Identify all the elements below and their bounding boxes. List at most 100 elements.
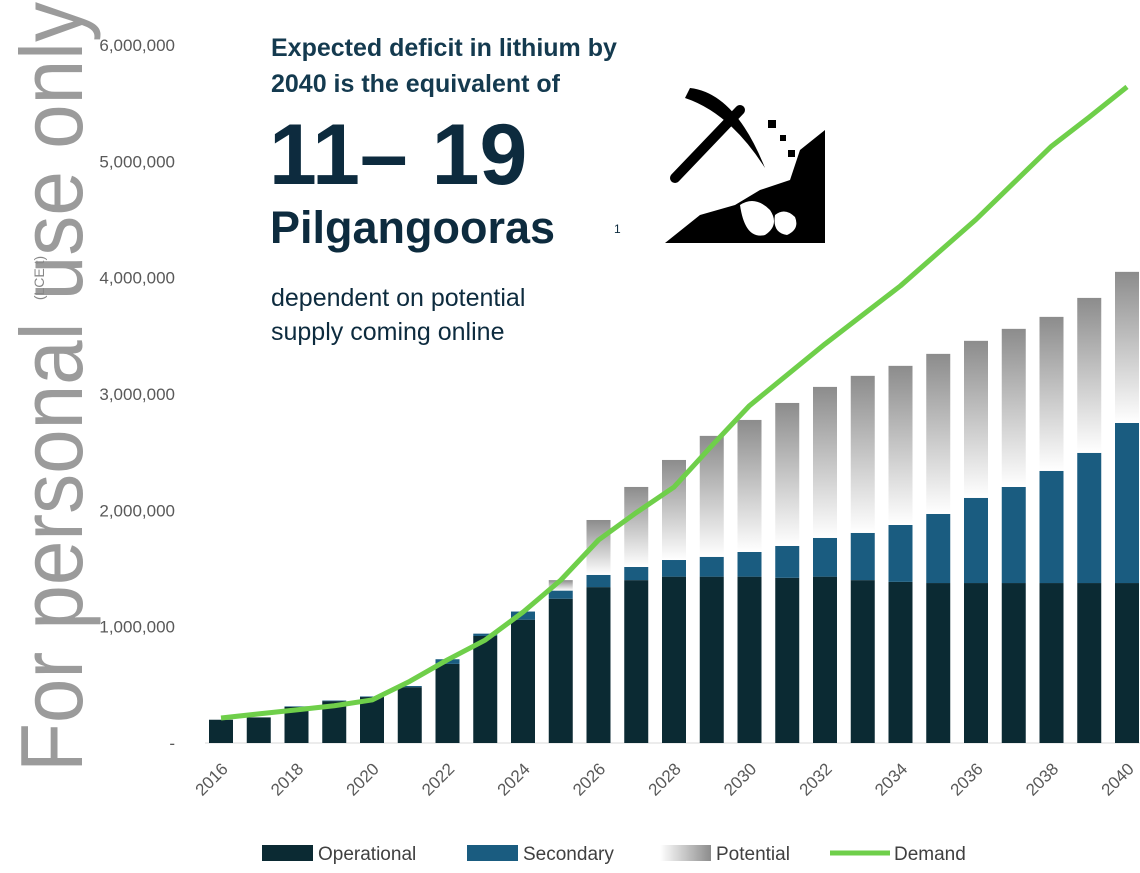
bar-segment: [1077, 452, 1102, 584]
bar-segment: [737, 576, 762, 743]
bar-segment: [435, 663, 460, 743]
annotation-text: supply coming online: [271, 318, 504, 346]
bar-segment: [1115, 271, 1139, 423]
bar-segment: [737, 551, 762, 577]
bar-segment: [888, 581, 913, 743]
bar-segment: [1115, 422, 1139, 584]
bar-segment: [850, 375, 875, 533]
annotation: Expected deficit in lithium by 2040 is t…: [269, 34, 621, 346]
bar-segment: [1001, 583, 1026, 743]
bar-segment: [548, 598, 573, 743]
annotation-big: 11– 19: [269, 107, 527, 203]
bar-segment: [850, 580, 875, 743]
bar-segment: [397, 685, 422, 688]
bar-segment: [360, 697, 384, 743]
pick-head: [685, 88, 765, 168]
bar-segment: [662, 576, 686, 743]
x-tick-label: 2018: [267, 759, 307, 799]
legend-label: Demand: [894, 844, 966, 865]
bar-segment: [699, 556, 724, 577]
x-tick-label: 2040: [1098, 759, 1138, 799]
y-tick-label: 4,000,000: [99, 269, 175, 288]
bar-segment: [624, 580, 649, 743]
debris: [780, 135, 786, 141]
rock: [665, 130, 825, 243]
bar-segment: [473, 635, 498, 743]
bar-segment: [624, 566, 649, 581]
bar-segment: [1115, 583, 1139, 743]
y-tick-label: 6,000,000: [99, 36, 175, 55]
bar-segment: [586, 574, 611, 588]
legend-label: Secondary: [523, 844, 614, 865]
x-tick-label: 2038: [1022, 759, 1062, 799]
bar-segment: [1039, 470, 1064, 584]
bar-segment: [511, 619, 535, 743]
x-tick-label: 2036: [947, 759, 987, 799]
bar-segment: [926, 583, 951, 743]
bar-segment: [775, 402, 800, 546]
bar-segment: [1001, 328, 1026, 487]
bar-segment: [662, 560, 686, 577]
x-tick-label: 2026: [569, 759, 609, 799]
bar-segment: [1077, 583, 1102, 743]
bar-segment: [850, 532, 875, 581]
bar-segment: [888, 365, 913, 525]
x-tick-label: 2032: [796, 759, 836, 799]
bar-segment: [473, 633, 498, 636]
bar-segment: [624, 486, 649, 567]
bar-segment: [1039, 316, 1064, 471]
legend-swatch: [660, 845, 711, 861]
bar-segment: [246, 717, 271, 743]
annotation-text: dependent on potential: [271, 284, 525, 312]
x-tick-label: 2020: [343, 759, 383, 799]
x-tick-label: 2022: [418, 759, 458, 799]
bar-segment: [322, 700, 347, 702]
debris: [788, 150, 795, 157]
bar-segment: [775, 545, 800, 578]
bar-segment: [813, 576, 837, 743]
bar-segment: [737, 419, 762, 552]
bar-segment: [775, 577, 800, 743]
bar-segment: [813, 386, 837, 538]
bar-segment: [209, 719, 233, 743]
legend-swatch: [467, 845, 518, 861]
mining-icon: [665, 88, 825, 243]
bar-segment: [964, 340, 988, 498]
rock-crack: [740, 201, 797, 236]
footnote-mark: 1: [614, 222, 621, 236]
y-tick-label: 3,000,000: [99, 385, 175, 404]
bar-segment: [511, 611, 535, 620]
y-tick-label: 2,000,000: [99, 501, 175, 520]
watermark: For personal use only: [2, 2, 101, 772]
bar-segment: [1077, 297, 1102, 453]
demand-line: [220, 84, 1129, 721]
y-tick-label: 1,000,000: [99, 618, 175, 637]
y-tick-label: -: [169, 734, 175, 753]
legend-label: Potential: [716, 844, 790, 865]
bar-segment: [964, 583, 988, 743]
legend-label: Operational: [318, 844, 416, 865]
bar-segment: [360, 696, 384, 698]
x-tick-label: 2024: [494, 759, 534, 799]
x-tick-label: 2016: [192, 759, 232, 799]
bar-segment: [1001, 486, 1026, 584]
bar-segment: [699, 576, 724, 743]
bar-segment: [1039, 583, 1064, 743]
bar-segment: [964, 497, 988, 584]
bar-segment: [813, 537, 837, 577]
x-tick-label: 2034: [871, 759, 911, 799]
plot: - 1,000,000 2,000,000 3,000,000 4,000,000 5,0…: [99, 36, 1140, 865]
bar-segment: [397, 687, 422, 743]
annotation-text: Expected deficit in lithium by: [271, 34, 617, 62]
annotation-text: 2040 is the equivalent of: [271, 70, 561, 98]
debris: [768, 120, 776, 128]
bar-segment: [926, 513, 951, 584]
y-axis-label: (LCE t): [31, 256, 47, 300]
annotation-name: Pilgangooras: [270, 202, 555, 253]
bar-segment: [548, 580, 573, 591]
x-tick-label: 2030: [720, 759, 760, 799]
bar-segment: [926, 353, 951, 514]
x-tick-label: 2028: [645, 759, 685, 799]
